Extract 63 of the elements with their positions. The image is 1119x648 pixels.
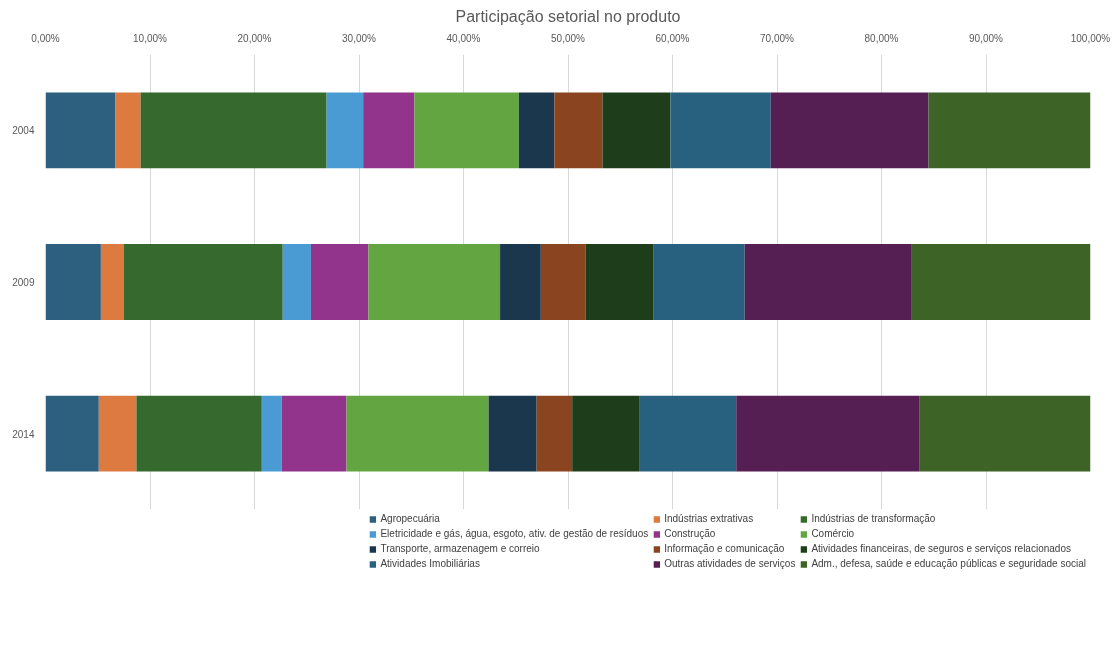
bar bbox=[770, 92, 929, 169]
legend-label: Transporte, armazenagem e correio bbox=[380, 543, 540, 554]
bar bbox=[928, 92, 1091, 169]
bar bbox=[346, 395, 489, 472]
bar bbox=[45, 395, 99, 472]
x-tick-label: 80,00% bbox=[864, 32, 899, 44]
bar bbox=[136, 395, 262, 472]
y-tick-label: 2004 bbox=[12, 125, 35, 137]
bar bbox=[310, 244, 369, 320]
bar bbox=[261, 395, 282, 472]
bar bbox=[602, 92, 671, 169]
bar bbox=[919, 395, 1091, 472]
legend-label: Atividades financeiras, de seguros e serviços relacionados bbox=[811, 543, 1071, 554]
x-tick-label: 50,00% bbox=[551, 32, 586, 44]
bar bbox=[488, 395, 537, 472]
x-tick-label: 30,00% bbox=[342, 32, 377, 44]
legend-label: Eletricidade e gás, água, esgoto, ativ. de gestão de resíduos bbox=[380, 528, 649, 539]
bar bbox=[744, 244, 912, 320]
y-tick-label: 2014 bbox=[12, 428, 35, 440]
bar bbox=[414, 92, 519, 169]
legend-label: Indústrias de transformação bbox=[811, 513, 936, 524]
legend-label: Agropecuária bbox=[380, 513, 440, 524]
bar bbox=[115, 92, 141, 169]
bar bbox=[670, 92, 771, 169]
bar bbox=[911, 244, 1091, 320]
legend-label: Atividades Imobiliárias bbox=[380, 558, 480, 569]
legend-label: Construção bbox=[664, 528, 716, 539]
bar bbox=[536, 395, 573, 472]
bar bbox=[554, 92, 603, 169]
bar bbox=[639, 395, 737, 472]
bar bbox=[363, 92, 415, 169]
bar bbox=[585, 244, 654, 320]
x-tick-label: 10,00% bbox=[133, 32, 168, 44]
y-tick-label: 2009 bbox=[12, 277, 35, 288]
x-tick-label: 60,00% bbox=[655, 32, 690, 44]
bar bbox=[500, 244, 541, 320]
bar bbox=[736, 395, 920, 472]
bar bbox=[281, 395, 347, 472]
bar bbox=[123, 244, 283, 320]
legend-label: Indústrias extrativas bbox=[664, 513, 754, 524]
bar bbox=[100, 244, 124, 320]
bar bbox=[98, 395, 137, 472]
bar bbox=[518, 92, 555, 169]
bar bbox=[653, 244, 745, 320]
bar bbox=[572, 395, 640, 472]
bar bbox=[45, 92, 116, 169]
bar bbox=[282, 244, 311, 320]
bar bbox=[45, 244, 101, 320]
x-tick-label: 40,00% bbox=[446, 32, 481, 44]
x-tick-label: 20,00% bbox=[237, 32, 272, 44]
x-tick-label: 100,00% bbox=[1070, 32, 1111, 44]
legend-label: Informação e comunicação bbox=[664, 543, 785, 554]
legend-label: Adm., defesa, saúde e educação públicas e seguridade social bbox=[811, 558, 1086, 569]
bar bbox=[540, 244, 586, 320]
x-tick-label: 90,00% bbox=[969, 32, 1004, 44]
bar bbox=[326, 92, 364, 169]
bar bbox=[368, 244, 501, 320]
chart-title: Participação setorial no produto bbox=[455, 7, 681, 25]
bar bbox=[140, 92, 327, 169]
x-tick-label: 70,00% bbox=[760, 32, 795, 44]
legend-label: Comércio bbox=[811, 528, 855, 539]
legend-label: Outras atividades de serviços bbox=[664, 558, 796, 569]
x-tick-label: 0,00% bbox=[31, 32, 60, 44]
